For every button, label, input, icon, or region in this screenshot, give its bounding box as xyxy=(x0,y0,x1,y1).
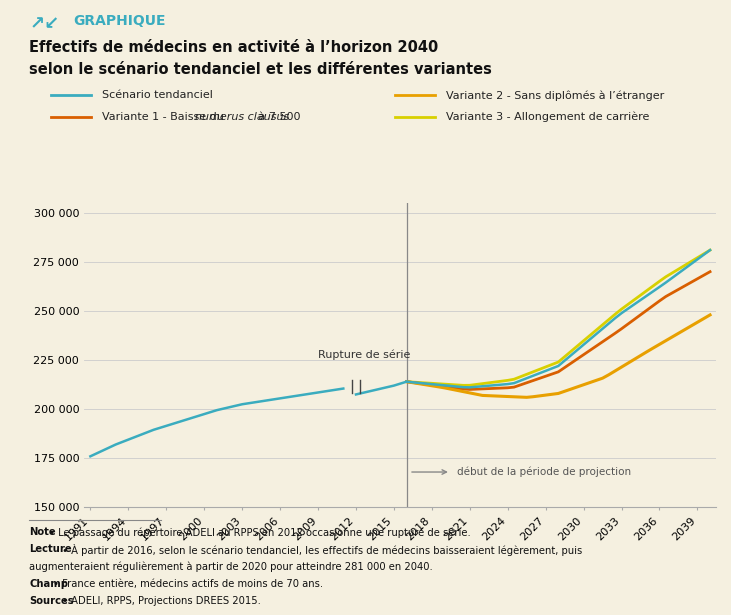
Text: à 7 500: à 7 500 xyxy=(255,112,300,122)
Text: GRAPHIQUE: GRAPHIQUE xyxy=(73,14,166,28)
Text: selon le scénario tendanciel et les différentes variantes: selon le scénario tendanciel et les diff… xyxy=(29,62,492,76)
Text: Scénario tendanciel: Scénario tendanciel xyxy=(102,90,213,100)
Text: Variante 2 - Sans diplômés à l’étranger: Variante 2 - Sans diplômés à l’étranger xyxy=(446,90,664,101)
Text: Sources: Sources xyxy=(29,596,74,606)
Text: Champ: Champ xyxy=(29,579,68,589)
Text: Note: Note xyxy=(29,527,56,537)
Text: ↗↙: ↗↙ xyxy=(29,15,59,33)
Text: Variante 1 - Baisse du: Variante 1 - Baisse du xyxy=(102,112,228,122)
Text: début de la période de projection: début de la période de projection xyxy=(457,467,632,477)
Text: numerus clausus: numerus clausus xyxy=(195,112,289,122)
Text: • Le passage du répertoire ADELI au RPPS en 2012 occasionne une rupture de série: • Le passage du répertoire ADELI au RPPS… xyxy=(46,527,471,538)
Text: • France entière, médecins actifs de moins de 70 ans.: • France entière, médecins actifs de moi… xyxy=(50,579,324,589)
Text: Variante 3 - Allongement de carrière: Variante 3 - Allongement de carrière xyxy=(446,111,649,122)
Text: Effectifs de médecins en activité à l’horizon 2040: Effectifs de médecins en activité à l’ho… xyxy=(29,40,439,55)
Text: • ADELI, RPPS, Projections DREES 2015.: • ADELI, RPPS, Projections DREES 2015. xyxy=(59,596,261,606)
Text: Rupture de série: Rupture de série xyxy=(318,349,410,360)
Text: • À partir de 2016, selon le scénario tendanciel, les effectifs de médecins bais: • À partir de 2016, selon le scénario te… xyxy=(59,544,582,557)
Text: augmenteraient régulièrement à partir de 2020 pour atteindre 281 000 en 2040.: augmenteraient régulièrement à partir de… xyxy=(29,561,433,572)
Text: Lecture: Lecture xyxy=(29,544,72,554)
